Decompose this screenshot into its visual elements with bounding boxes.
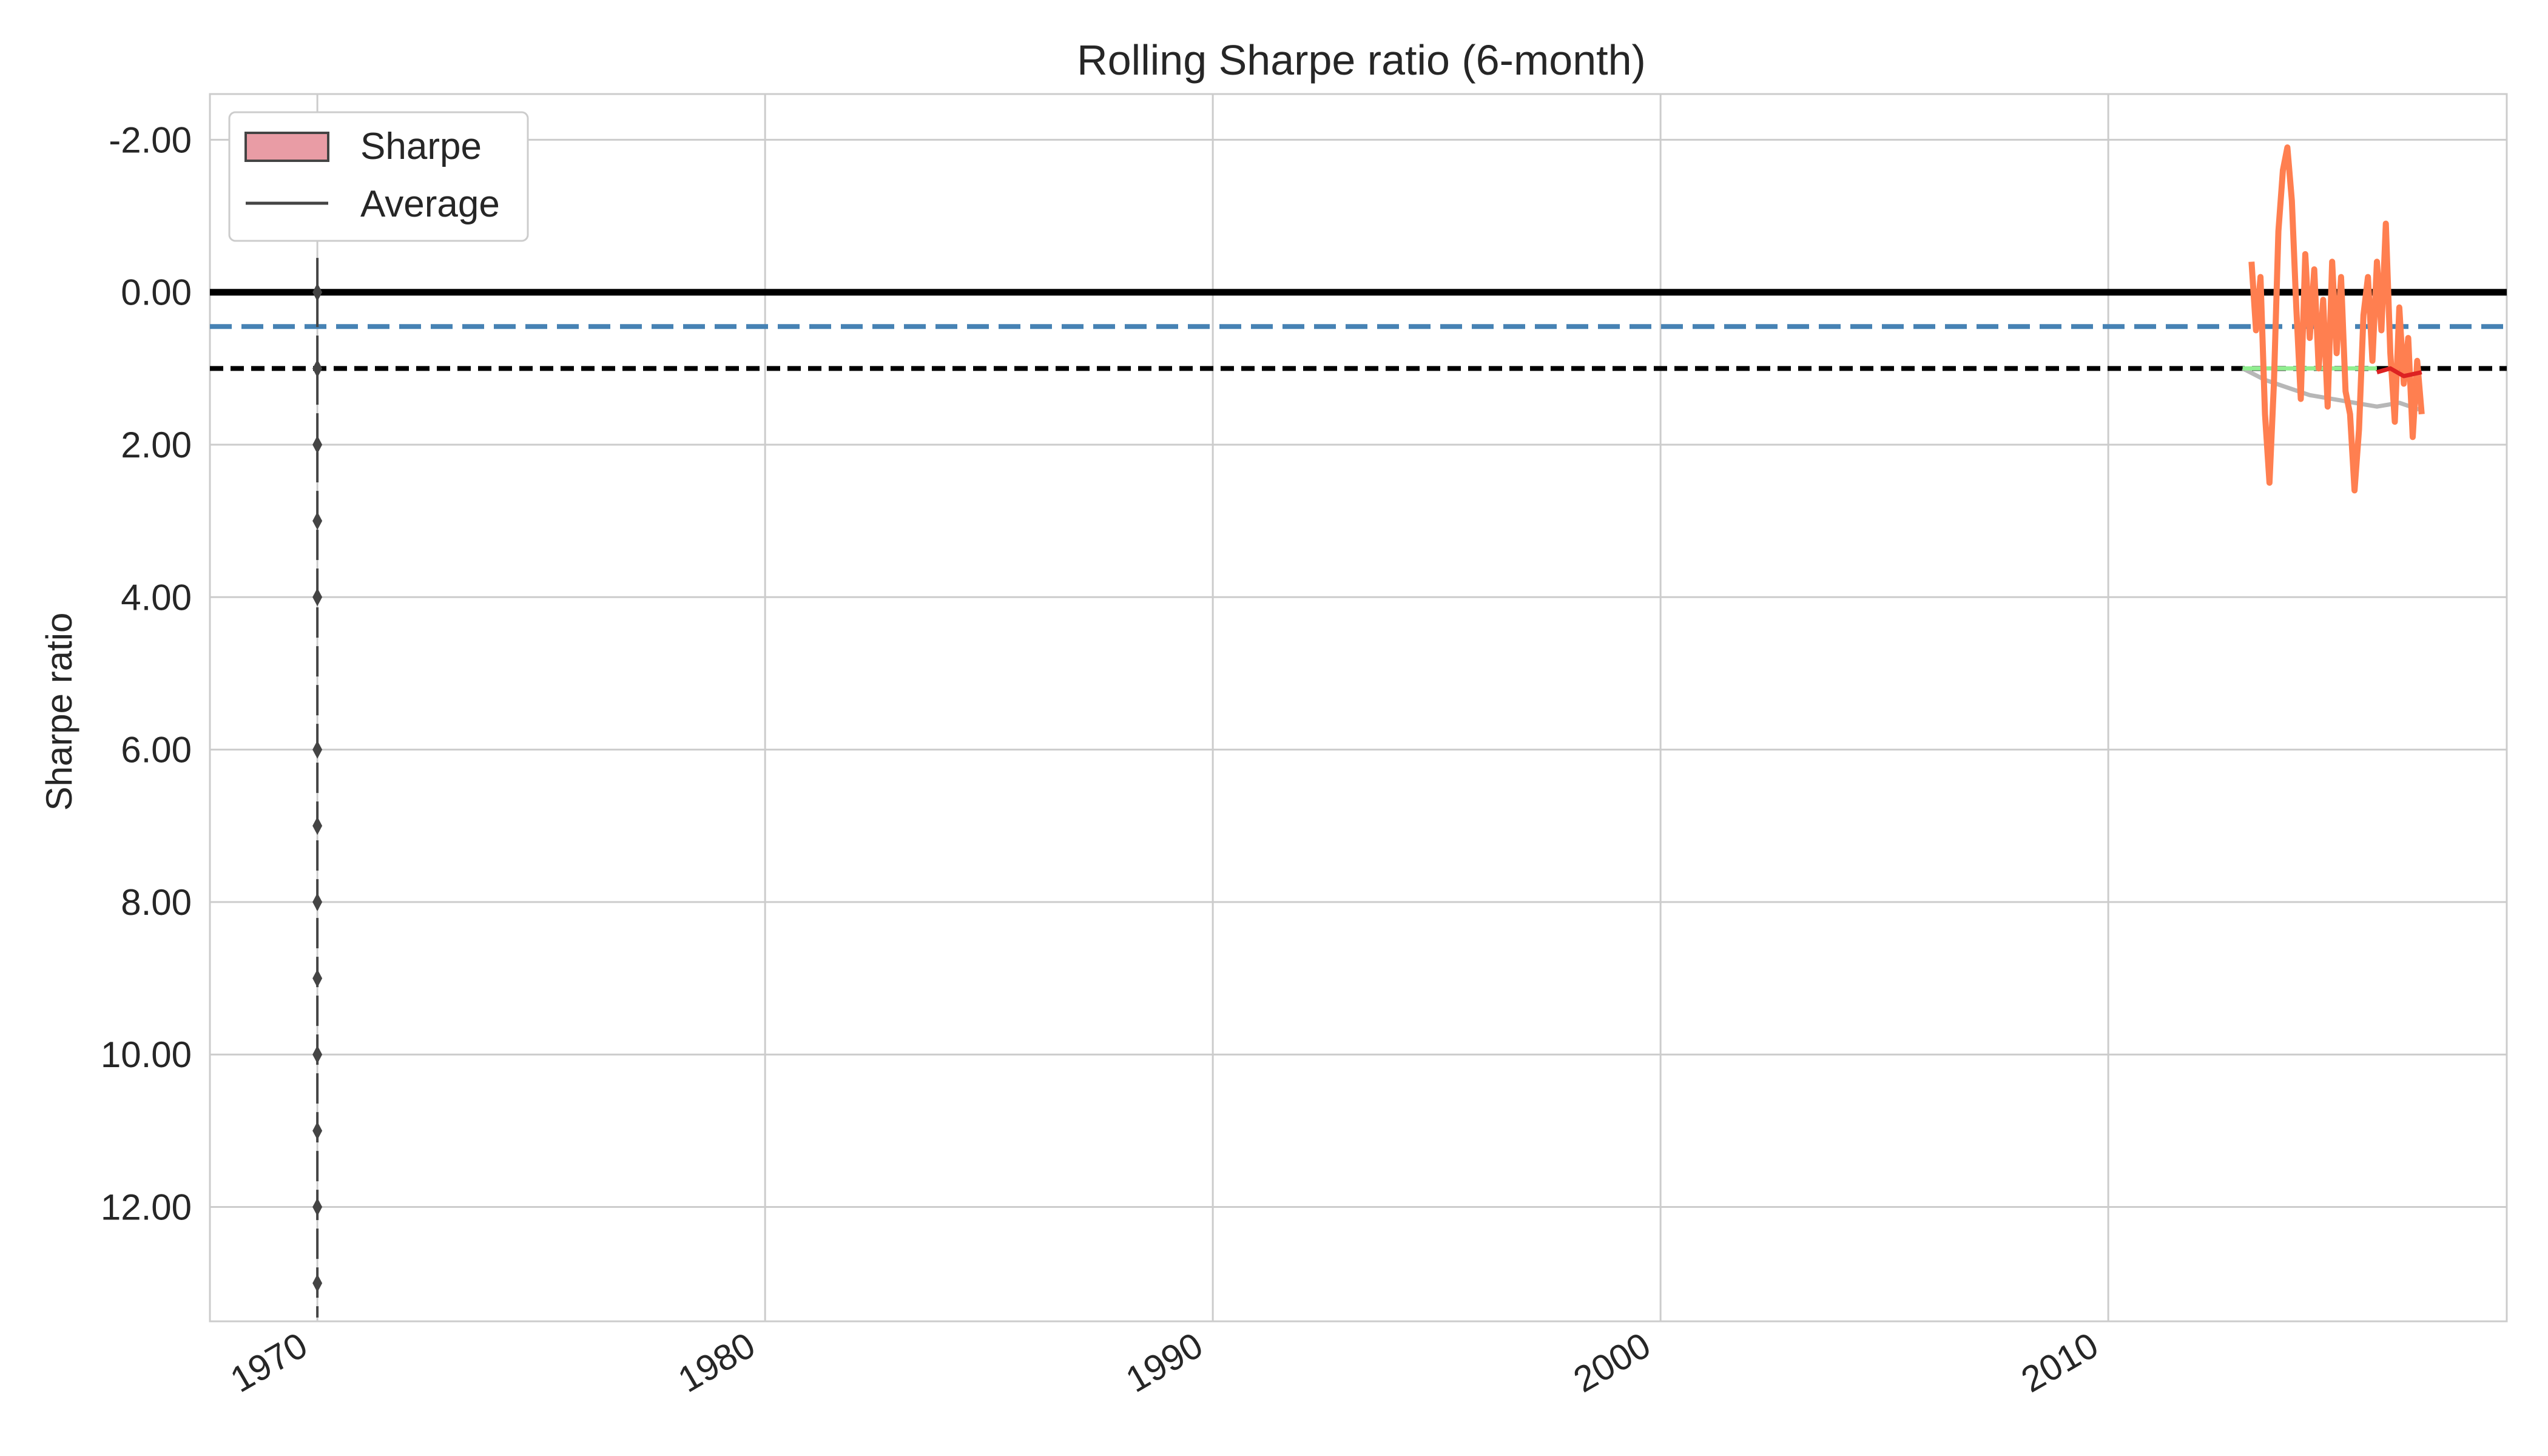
series-line xyxy=(2248,144,2425,494)
vertical-marker-point xyxy=(312,1198,323,1216)
y-tick-labels: -2.00 0.00 2.00 4.00 6.00 8.00 10.00 12.00 xyxy=(101,120,192,1227)
y-tick-label: -2.00 xyxy=(109,120,192,160)
legend: Sharpe Average xyxy=(228,111,529,242)
y-tick-label: 2.00 xyxy=(121,425,192,465)
vertical-marker-point xyxy=(312,1121,323,1140)
y-tick-label: 6.00 xyxy=(121,730,192,770)
y-tick-label: 12.00 xyxy=(101,1187,192,1228)
plot-area xyxy=(209,93,2508,1323)
vertical-marker-point xyxy=(312,892,323,911)
vertical-marker-point xyxy=(312,588,323,607)
y-tick-label: 8.00 xyxy=(121,882,192,923)
y-axis-label: Sharpe ratio xyxy=(39,613,79,811)
series-layer xyxy=(2242,144,2425,494)
y-tick-label: 10.00 xyxy=(101,1034,192,1075)
vertical-marker-point xyxy=(312,283,323,302)
chart-title: Rolling Sharpe ratio (6-month) xyxy=(1077,36,1646,84)
vertical-marker-point xyxy=(312,817,323,835)
reference-lines xyxy=(210,289,2507,371)
vertical-marker-point xyxy=(312,740,323,759)
vertical-marker-point xyxy=(312,1045,323,1064)
legend-sharpe-swatch xyxy=(244,132,329,162)
vertical-marker-series xyxy=(312,258,323,1318)
series-line xyxy=(2376,366,2422,379)
vertical-marker-point xyxy=(312,969,323,988)
vertical-marker-point xyxy=(312,1274,323,1293)
legend-average-label: Average xyxy=(360,183,500,225)
y-tick-label: 4.00 xyxy=(121,577,192,618)
legend-sharpe-label: Sharpe xyxy=(360,126,482,167)
vertical-marker-point xyxy=(312,511,323,530)
vertical-marker-point xyxy=(312,359,323,378)
vertical-marker-point xyxy=(312,436,323,454)
y-tick-label: 0.00 xyxy=(121,272,192,313)
